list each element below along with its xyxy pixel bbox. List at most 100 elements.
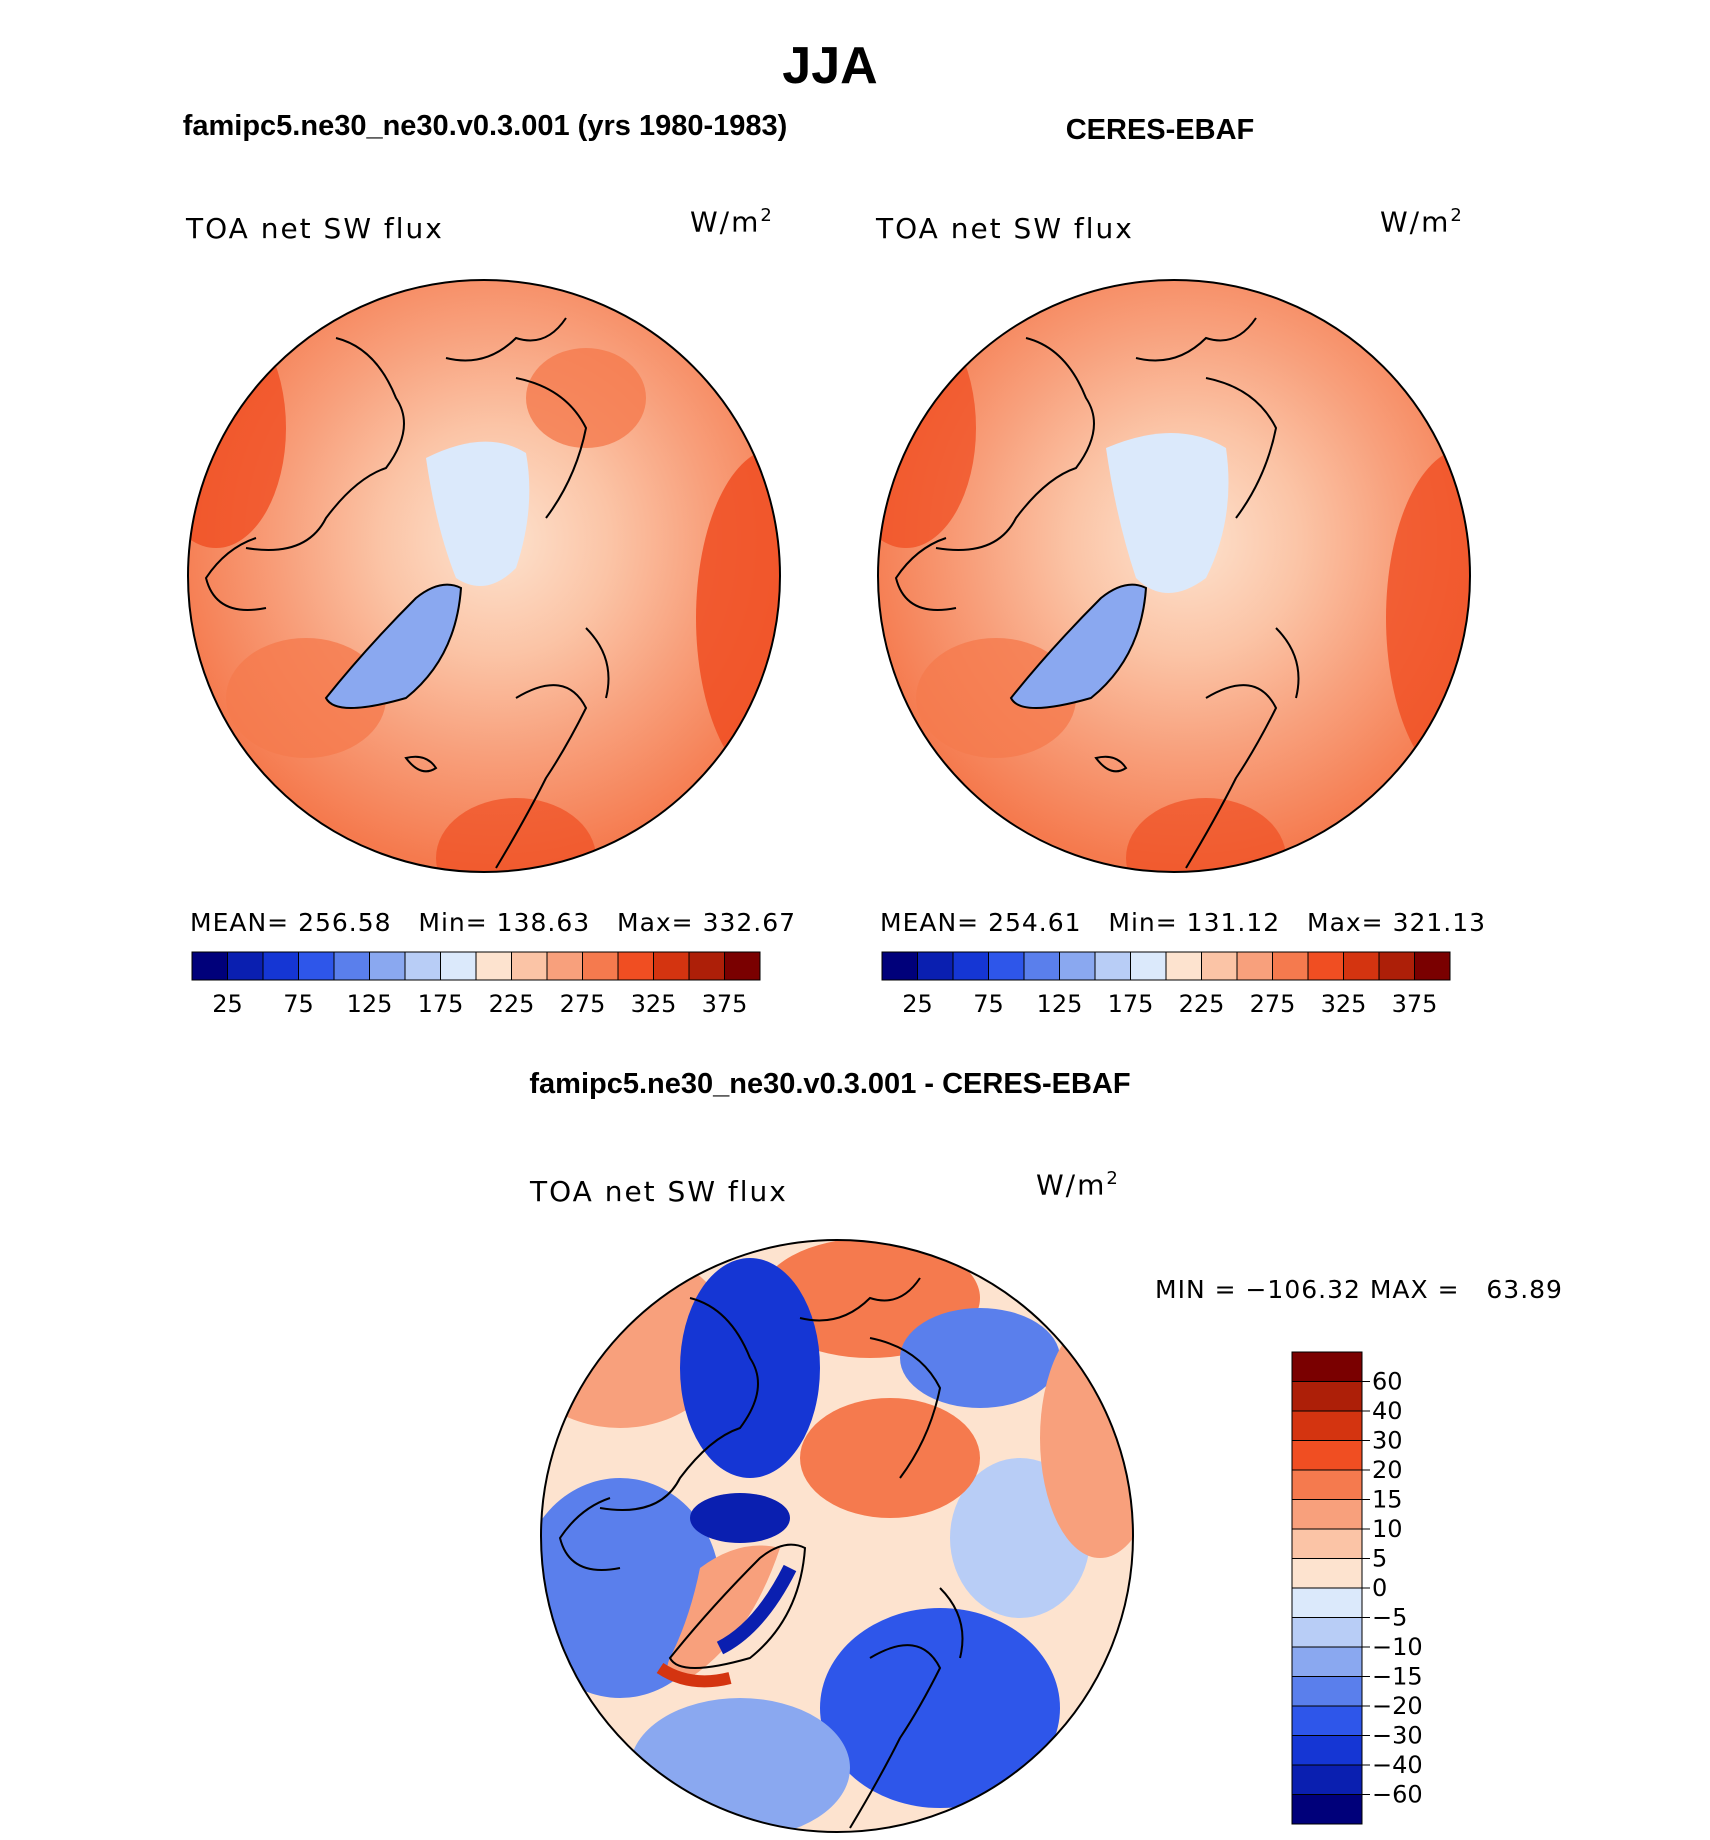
map-panel-1 bbox=[187, 279, 781, 873]
colorbar-swatch bbox=[1291, 1381, 1363, 1412]
colorbar-swatch bbox=[582, 951, 619, 981]
colorbar-tick-label: 75 bbox=[973, 990, 1004, 1018]
panel-1-units-label: W/m2 bbox=[690, 205, 774, 238]
colorbar-swatch bbox=[1291, 1440, 1363, 1471]
max-label: Max= bbox=[617, 908, 694, 937]
colorbar-swatch bbox=[617, 951, 654, 981]
colorbar-swatch bbox=[1343, 951, 1380, 981]
colorbar-swatch bbox=[511, 951, 548, 981]
colorbar-swatch bbox=[227, 951, 264, 981]
colorbar-tick-label: 375 bbox=[1392, 990, 1438, 1018]
colorbar-swatch bbox=[1291, 1646, 1363, 1677]
colorbar-swatch bbox=[1291, 1499, 1363, 1530]
colorbar-swatch bbox=[1291, 1558, 1363, 1589]
colorbar-swatch bbox=[881, 951, 918, 981]
colorbar-swatch bbox=[1291, 1469, 1363, 1500]
colorbar-tick-label: 275 bbox=[1250, 990, 1296, 1018]
colorbar-swatch bbox=[1291, 1587, 1363, 1618]
panel-1-variable-label: TOA net SW flux bbox=[186, 212, 444, 245]
colorbar-tick-label: 25 bbox=[212, 990, 243, 1018]
panel-2-variable-label: TOA net SW flux bbox=[876, 212, 1134, 245]
units-exponent: 2 bbox=[1450, 205, 1464, 226]
colorbar-swatch bbox=[440, 951, 477, 981]
panel-2-stats: MEAN= 254.61 Min= 131.12 Max= 321.13 bbox=[880, 908, 1486, 937]
colorbar-swatch bbox=[988, 951, 1025, 981]
colorbar-tick-label: 0 bbox=[1372, 1574, 1387, 1602]
units-text: W/m bbox=[1380, 205, 1451, 239]
colorbar-swatch bbox=[1023, 951, 1060, 981]
colorbar-swatch bbox=[1291, 1764, 1363, 1795]
max-value: 321.13 bbox=[1392, 908, 1487, 937]
colorbar-panel-1: 25 75 125 175 225 275 325 375 bbox=[191, 951, 761, 1018]
panel-1-case-title: famipc5.ne30_ne30.v0.3.001 (yrs 1980-198… bbox=[182, 110, 788, 142]
colorbar-tick-label: −5 bbox=[1372, 1604, 1407, 1632]
colorbar-tick-label: −40 bbox=[1372, 1751, 1423, 1779]
colorbar-tick-label: 325 bbox=[631, 990, 677, 1018]
colorbar-swatch bbox=[1291, 1351, 1363, 1382]
panel-2-case-title: CERES-EBAF bbox=[1065, 114, 1255, 146]
colorbar-swatch bbox=[1414, 951, 1451, 981]
colorbar-tick-label: −30 bbox=[1372, 1722, 1423, 1750]
colorbar-swatch bbox=[1291, 1617, 1363, 1648]
min-label: Min= bbox=[418, 908, 488, 937]
colorbar-tick-label: 175 bbox=[418, 990, 464, 1018]
colorbar-tick-label: 5 bbox=[1372, 1545, 1387, 1573]
colorbar-swatch bbox=[1201, 951, 1238, 981]
units-exponent: 2 bbox=[1106, 1168, 1120, 1189]
colorbar-swatch bbox=[475, 951, 512, 981]
colorbar-swatch bbox=[1165, 951, 1202, 981]
colorbar-swatch bbox=[1378, 951, 1415, 981]
colorbar-swatch bbox=[952, 951, 989, 981]
colorbar-swatch bbox=[1094, 951, 1131, 981]
colorbar-tick-label: 125 bbox=[1037, 990, 1083, 1018]
colorbar-swatch bbox=[917, 951, 954, 981]
colorbar-panel-2: 25 75 125 175 225 275 325 375 bbox=[881, 951, 1451, 1018]
colorbar-tick-label: 40 bbox=[1372, 1397, 1403, 1425]
max-label: Max= bbox=[1307, 908, 1384, 937]
diff-units-label: W/m2 bbox=[1036, 1168, 1120, 1201]
colorbar-tick-label: 10 bbox=[1372, 1515, 1403, 1543]
colorbar-tick-label: 125 bbox=[347, 990, 393, 1018]
colorbar-tick-label: −60 bbox=[1372, 1781, 1423, 1809]
panel-2-units-label: W/m2 bbox=[1380, 205, 1464, 238]
colorbar-tick-label: −15 bbox=[1372, 1663, 1423, 1691]
colorbar-swatch bbox=[262, 951, 299, 981]
colorbar-tick-label: 175 bbox=[1108, 990, 1154, 1018]
colorbar-tick-label: 20 bbox=[1372, 1456, 1403, 1484]
colorbar-tick-label: 60 bbox=[1372, 1368, 1403, 1396]
colorbar-swatch bbox=[1291, 1410, 1363, 1441]
colorbar-tick-label: 75 bbox=[283, 990, 314, 1018]
colorbar-tick-label: 275 bbox=[560, 990, 606, 1018]
colorbar-swatch bbox=[298, 951, 335, 981]
colorbar-swatch bbox=[1130, 951, 1167, 981]
colorbar-swatch bbox=[1291, 1676, 1363, 1707]
colorbar-tick-label: 25 bbox=[902, 990, 933, 1018]
mean-label: MEAN= bbox=[190, 908, 290, 937]
map-diff-panel bbox=[540, 1239, 1134, 1833]
colorbar-swatch bbox=[333, 951, 370, 981]
max-value: 332.67 bbox=[702, 908, 797, 937]
colorbar-swatch bbox=[724, 951, 761, 981]
colorbar-swatch bbox=[1307, 951, 1344, 981]
min-value: 131.12 bbox=[1186, 908, 1281, 937]
units-exponent: 2 bbox=[760, 205, 774, 226]
diff-minmax: MIN = −106.32 MAX = 63.89 bbox=[1155, 1275, 1563, 1304]
colorbar-tick-label: −10 bbox=[1372, 1633, 1423, 1661]
colorbar-swatch bbox=[1059, 951, 1096, 981]
colorbar-swatch bbox=[688, 951, 725, 981]
units-text: W/m bbox=[690, 205, 761, 239]
mean-value: 254.61 bbox=[988, 908, 1082, 937]
colorbar-tick-label: 225 bbox=[489, 990, 535, 1018]
min-label: Min= bbox=[1108, 908, 1178, 937]
colorbar-swatch bbox=[1291, 1794, 1363, 1825]
min-value: 138.63 bbox=[496, 908, 591, 937]
map-panel-2 bbox=[877, 279, 1471, 873]
mean-value: 256.58 bbox=[298, 908, 392, 937]
colorbar-tick-label: −20 bbox=[1372, 1692, 1423, 1720]
colorbar-swatch bbox=[1291, 1735, 1363, 1766]
mean-label: MEAN= bbox=[880, 908, 980, 937]
colorbar-swatch bbox=[546, 951, 583, 981]
colorbar-tick-label: 225 bbox=[1179, 990, 1225, 1018]
colorbar-swatch bbox=[404, 951, 441, 981]
